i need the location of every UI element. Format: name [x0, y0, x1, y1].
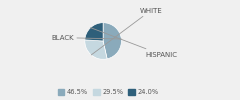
Wedge shape [103, 23, 121, 59]
Wedge shape [85, 40, 107, 59]
Text: WHITE: WHITE [91, 8, 162, 55]
Text: HISPANIC: HISPANIC [90, 28, 177, 57]
Text: BLACK: BLACK [52, 35, 121, 41]
Wedge shape [85, 23, 103, 41]
Legend: 46.5%, 29.5%, 24.0%: 46.5%, 29.5%, 24.0% [55, 86, 161, 98]
